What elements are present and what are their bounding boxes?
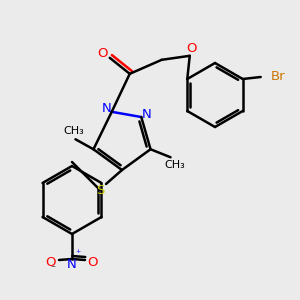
Text: N: N — [102, 102, 112, 115]
Text: O: O — [98, 47, 108, 60]
Text: O: O — [187, 42, 197, 55]
Text: ⁺: ⁺ — [75, 249, 81, 259]
Text: ⁻: ⁻ — [50, 264, 56, 274]
Text: O: O — [46, 256, 56, 268]
Text: CH₃: CH₃ — [63, 126, 84, 136]
Text: CH₃: CH₃ — [164, 160, 185, 170]
Text: N: N — [141, 107, 151, 121]
Text: O: O — [88, 256, 98, 268]
Text: Br: Br — [271, 70, 285, 83]
Text: N: N — [67, 257, 77, 271]
Text: S: S — [96, 184, 104, 196]
